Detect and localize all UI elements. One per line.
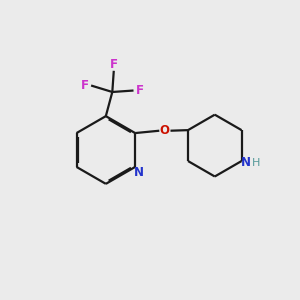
Text: F: F (136, 84, 144, 97)
Text: F: F (81, 79, 88, 92)
Text: N: N (134, 166, 144, 179)
Text: O: O (160, 124, 170, 137)
Text: F: F (110, 58, 118, 71)
Text: H: H (252, 158, 260, 167)
Text: N: N (240, 156, 250, 169)
